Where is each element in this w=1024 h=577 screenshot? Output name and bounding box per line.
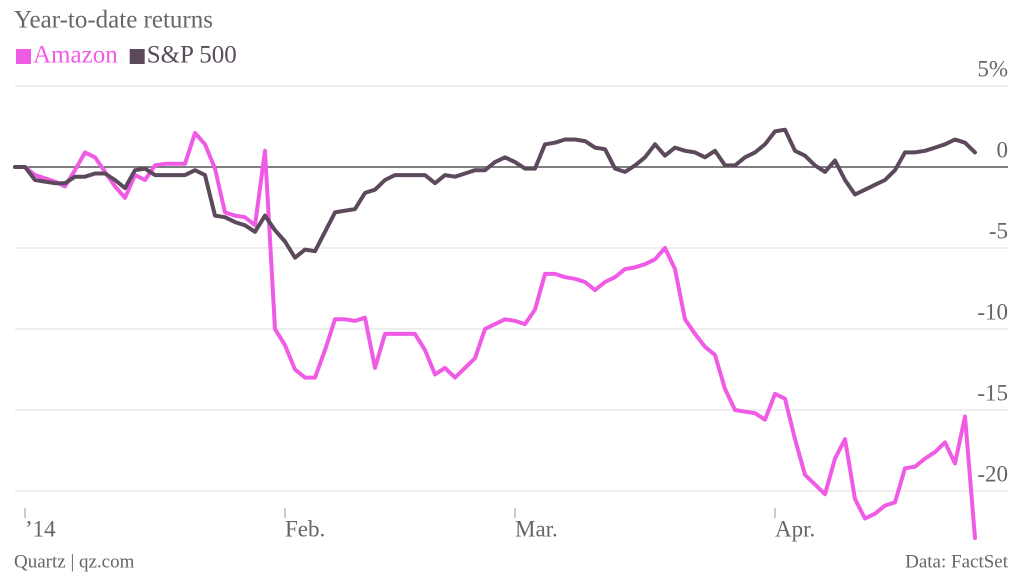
legend-label: S&P 500 — [147, 42, 237, 69]
legend-label: Amazon — [33, 42, 118, 69]
y-tick-label: -20 — [977, 461, 1008, 486]
chart-title: Year-to-date returns — [14, 7, 213, 34]
x-tick-label: Apr. — [775, 516, 815, 541]
credit: Data: FactSet — [905, 551, 1009, 572]
x-tick-label: ’14 — [25, 516, 56, 541]
y-tick-label: -15 — [977, 380, 1008, 405]
y-tick-label: -5 — [989, 218, 1008, 243]
legend-swatch — [129, 49, 145, 64]
y-tick-label: -10 — [977, 299, 1008, 324]
y-tick-label: 0 — [997, 137, 1009, 162]
legend-swatch — [16, 49, 31, 64]
y-tick-label: 5% — [977, 56, 1008, 81]
source: Quartz | qz.com — [14, 551, 135, 572]
series-line — [13, 127, 977, 260]
x-tick-label: Mar. — [515, 516, 558, 541]
series-line — [13, 131, 977, 540]
x-tick-label: Feb. — [285, 516, 325, 541]
